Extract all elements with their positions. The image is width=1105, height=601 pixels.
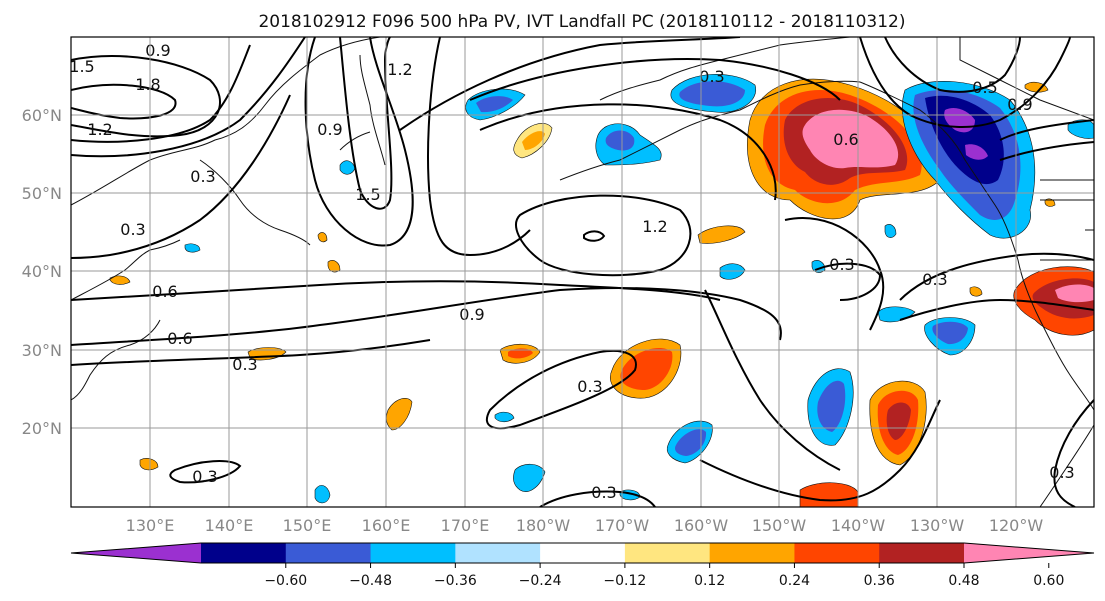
lon-label: 150°E (283, 516, 332, 535)
colorbar-tick-label: 0.12 (694, 573, 725, 589)
colorbar-tick-label: 0.48 (948, 573, 979, 589)
lon-label: 170°W (595, 516, 650, 535)
contour-label: 0.9 (145, 41, 170, 60)
contour-label: 0.3 (922, 270, 947, 289)
alaska-coastline (559, 80, 861, 181)
lat-label: 30°N (22, 341, 62, 360)
lat-label: 20°N (22, 419, 62, 438)
colorbar-outline (70, 542, 1095, 564)
lat-label: 60°N (22, 106, 62, 125)
lon-label: 140°E (205, 516, 254, 535)
pv-contours (71, 37, 1094, 507)
colorbar-extend-min (71, 543, 201, 563)
contour-label: 1.8 (135, 75, 160, 94)
colorbar-segment (794, 543, 880, 563)
contour-label: 0.3 (829, 255, 854, 274)
contour-label: 0.5 (972, 78, 997, 97)
latitude-labels: 60°N 50°N 40°N 30°N 20°N (22, 106, 62, 438)
colorbar-tick-label: −0.60 (264, 573, 307, 589)
colorbar-tick-label: 0.36 (864, 573, 895, 589)
contour-label: 0.6 (152, 282, 177, 301)
colorbar-segment (285, 543, 372, 563)
contour-label: 0.3 (192, 467, 217, 486)
contour-label: 1.5 (355, 185, 380, 204)
contour-label: 0.3 (120, 220, 145, 239)
colorbar-segment (201, 543, 287, 563)
asia-coastline (71, 37, 381, 206)
contour-label: 0.6 (833, 130, 858, 149)
na-west-coastline (859, 81, 1094, 411)
contour-label: 0.3 (232, 355, 257, 374)
lon-label: 170°E (441, 516, 490, 535)
colorbar-tick-label: −0.24 (519, 573, 562, 589)
contour-label: 0.3 (1049, 463, 1074, 482)
colorbar-segment (879, 543, 965, 563)
colorbar-segment (624, 543, 711, 563)
longitude-labels: 130°E 140°E 150°E 160°E 170°E 180°W 170°… (126, 516, 1044, 535)
contour-label: 1.2 (642, 217, 667, 236)
map-title: 2018102912 F096 500 hPa PV, IVT Landfall… (258, 12, 905, 32)
map-frame (70, 36, 1095, 508)
lon-label: 160°W (674, 516, 729, 535)
lon-label: 180°W (516, 516, 571, 535)
colorbar-tick-label: −0.48 (349, 573, 392, 589)
colorbar-tick-label: −0.12 (603, 573, 646, 589)
colorbar-segment (540, 543, 626, 563)
graticule (71, 37, 1094, 507)
lat-label: 40°N (22, 262, 62, 281)
contour-label: 0.9 (317, 120, 342, 139)
colorbar-segment (455, 543, 541, 563)
contour-label: 0.6 (167, 329, 192, 348)
contour-labels: 0.9 1.5 1.8 1.2 0.3 0.3 0.6 0.6 0.3 1.5 … (69, 41, 1075, 502)
contour-label: 0.3 (577, 377, 602, 396)
lon-label: 140°W (831, 516, 886, 535)
lon-label: 150°W (752, 516, 807, 535)
colorbar-tick-label: 0.24 (779, 573, 810, 589)
lon-label: 130°W (910, 516, 965, 535)
contour-label: 0.3 (591, 483, 616, 502)
contour-label: 1.2 (87, 120, 112, 139)
contour-label: 0.3 (190, 167, 215, 186)
lon-label: 130°E (126, 516, 175, 535)
colorbar-tick-label: 0.60 (1033, 573, 1064, 589)
map-area: 0.9 1.5 1.8 1.2 0.3 0.3 0.6 0.6 0.3 1.5 … (69, 37, 1094, 507)
colorbar-extend-max (964, 543, 1094, 563)
lat-label: 50°N (22, 184, 62, 203)
colorbar-tick-label: −0.36 (434, 573, 477, 589)
contour-label: 0.9 (459, 305, 484, 324)
lon-label: 120°W (989, 516, 1044, 535)
colorbar: −0.60 −0.48 −0.36 −0.24 −0.12 0.12 0.24 0.36 0.4… (70, 542, 1095, 589)
lon-label: 160°E (362, 516, 411, 535)
colorbar-segment (709, 543, 795, 563)
colorbar-segment (370, 543, 456, 563)
contour-label: 0.3 (699, 67, 724, 86)
contour-label: 1.2 (387, 60, 412, 79)
contour-label: 0.9 (1007, 95, 1032, 114)
contour-label: 1.5 (69, 57, 94, 76)
